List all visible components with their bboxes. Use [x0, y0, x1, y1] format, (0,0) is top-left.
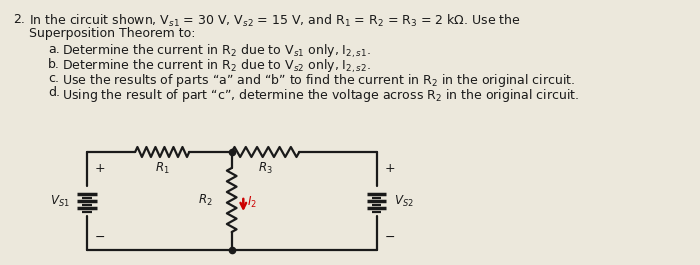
- Text: Determine the current in R$_2$ due to V$_{s2}$ only, I$_{2,s2}$.: Determine the current in R$_2$ due to V$…: [62, 58, 371, 75]
- Text: +: +: [94, 162, 105, 175]
- Text: $R_2$: $R_2$: [198, 192, 212, 207]
- Text: Using the result of part “c”, determine the voltage across R$_2$ in the original: Using the result of part “c”, determine …: [62, 86, 579, 104]
- Text: 2.: 2.: [13, 13, 25, 26]
- Text: $V_{S1}$: $V_{S1}$: [50, 193, 69, 209]
- Text: −: −: [94, 231, 105, 244]
- Text: Determine the current in R$_2$ due to V$_{s1}$ only, I$_{2,s1}$.: Determine the current in R$_2$ due to V$…: [62, 43, 371, 60]
- Text: +: +: [384, 162, 395, 175]
- Text: a.: a.: [48, 43, 60, 56]
- Text: d.: d.: [48, 86, 60, 99]
- Text: b.: b.: [48, 58, 60, 70]
- Text: −: −: [384, 231, 395, 244]
- Text: $I_2$: $I_2$: [247, 195, 257, 210]
- Text: $R_3$: $R_3$: [258, 161, 273, 176]
- Text: $V_{S2}$: $V_{S2}$: [394, 193, 414, 209]
- Text: $R_1$: $R_1$: [155, 161, 169, 176]
- Text: Superposition Theorem to:: Superposition Theorem to:: [29, 27, 195, 40]
- Text: In the circuit shown, V$_{s1}$ = 30 V, V$_{s2}$ = 15 V, and R$_1$ = R$_2$ = R$_3: In the circuit shown, V$_{s1}$ = 30 V, V…: [29, 13, 521, 29]
- Text: Use the results of parts “a” and “b” to find the current in R$_2$ in the origina: Use the results of parts “a” and “b” to …: [62, 72, 575, 89]
- Text: c.: c.: [48, 72, 60, 85]
